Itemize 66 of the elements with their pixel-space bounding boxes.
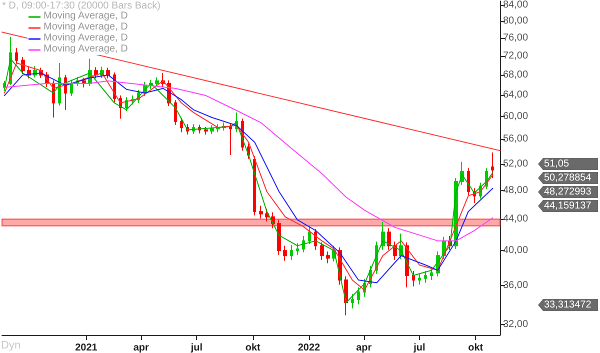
y-tick-label: 72,00 [503,50,528,62]
text: 48,272993 [544,186,592,198]
y-tick-label: 68,00 [503,69,528,80]
candlestick [412,270,415,287]
x-tick-label: okt [245,342,261,353]
candlestick [106,67,110,79]
x-tick-label: 2022 [298,342,321,353]
y-tick-label: 44,00 [503,214,528,225]
candlestick [210,124,214,134]
text: 33,313472 [544,300,592,310]
x-tick-label: okt [468,342,484,353]
x-tick-label: apr [356,342,372,353]
candlestick [277,219,281,256]
text: 51,05 [544,158,570,170]
candlestick [259,205,263,219]
candlestick [467,168,470,196]
candlestick [283,245,287,262]
candlestick [351,293,354,309]
legend-label: Moving Average, D [44,32,128,44]
candlestick [491,152,494,179]
y-tick-label: 80,00 [503,16,528,27]
candlestick [418,273,421,286]
x-tick-label: jul [190,342,203,353]
candlestick [70,79,73,97]
candlestick [94,66,98,79]
text: 44,159137 [544,200,592,212]
line-series [4,80,494,242]
candlestick [253,156,256,216]
candlestick [296,242,299,256]
candlestick [302,236,305,253]
x-tick-label: 2021 [75,342,98,353]
legend-label: Moving Average, D [44,44,128,54]
candlestick [381,222,385,250]
candlestick [265,208,269,222]
y-tick-label: 64,00 [503,90,528,101]
x-tick-label: jul [412,342,426,353]
y-tick-label: 76,00 [503,32,528,44]
legend-label: Moving Average, D [44,22,128,32]
legend-label: Moving Average, D [44,10,128,22]
y-tick-label: 84,00 [503,0,528,10]
candlestick [21,56,25,74]
text: 50,278854 [544,172,592,184]
candlestick [326,250,330,264]
candlestick [387,228,391,250]
candlestick [424,270,427,284]
candlestick [155,76,159,87]
candlestick [430,268,433,281]
candlestick [357,286,360,305]
candlestick [271,212,275,229]
y-tick-label: 52,00 [503,158,528,170]
x-tick-label: apr [133,342,150,353]
chart-title: * D, 09:00-17:30 (20000 Bars Back) [2,0,160,12]
y-tick-label: 60,00 [503,110,528,122]
y-tick-label: 40,00 [503,245,528,256]
y-tick-label: 56,00 [503,134,528,145]
candlestick [290,244,293,260]
candlestick [15,47,18,64]
candlestick [180,118,183,133]
y-tick-label: 32,00 [503,318,528,330]
y-tick-label: 36,00 [503,280,528,291]
candlestick [320,242,324,260]
candlestick [204,126,208,136]
y-tick-label: 48,00 [503,184,528,196]
candlestick [229,123,232,156]
candlestick [308,226,311,245]
candlestick [174,100,177,126]
